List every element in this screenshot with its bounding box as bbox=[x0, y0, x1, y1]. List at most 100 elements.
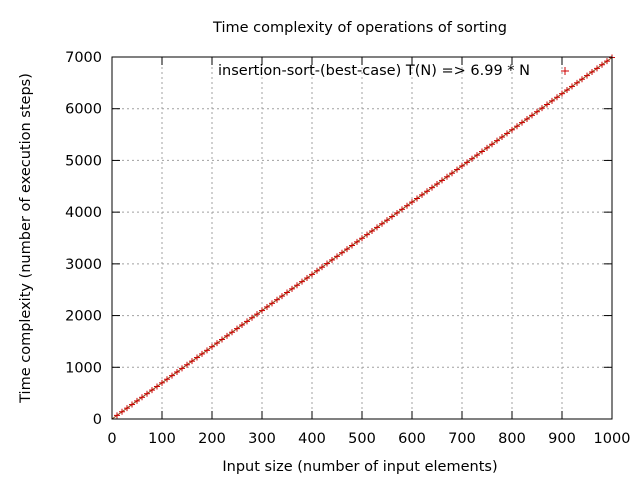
data-point bbox=[279, 293, 285, 300]
legend-label: insertion-sort-(best-case) T(N) => 6.99 … bbox=[218, 63, 530, 79]
data-layer bbox=[111, 54, 615, 420]
data-point bbox=[254, 311, 260, 318]
data-point bbox=[454, 166, 460, 173]
data-point bbox=[574, 79, 580, 86]
legend-marker bbox=[561, 67, 569, 75]
data-point bbox=[524, 115, 530, 122]
data-point bbox=[244, 318, 250, 325]
data-point bbox=[489, 141, 495, 148]
data-point bbox=[434, 181, 440, 188]
x-tick-label: 400 bbox=[298, 431, 326, 447]
data-point bbox=[564, 87, 570, 94]
y-tick-label: 2000 bbox=[65, 309, 102, 325]
x-tick-label: 800 bbox=[498, 431, 526, 447]
data-point bbox=[139, 394, 145, 401]
x-tick-label: 200 bbox=[198, 431, 226, 447]
y-tick-label: 4000 bbox=[65, 205, 102, 221]
data-point bbox=[154, 383, 160, 390]
data-point bbox=[594, 65, 600, 72]
data-point bbox=[199, 350, 205, 357]
data-point bbox=[134, 397, 140, 404]
data-point bbox=[219, 336, 225, 343]
data-point bbox=[514, 123, 520, 130]
data-point bbox=[479, 148, 485, 155]
x-tick-label: 500 bbox=[348, 431, 376, 447]
data-point bbox=[584, 72, 590, 79]
x-tick-label: 300 bbox=[248, 431, 276, 447]
data-point bbox=[364, 231, 370, 238]
data-point bbox=[404, 202, 410, 209]
data-point bbox=[129, 401, 135, 408]
data-point bbox=[239, 322, 245, 329]
y-tick-label: 5000 bbox=[65, 153, 102, 169]
y-tick-label: 3000 bbox=[65, 257, 102, 273]
x-tick-label: 0 bbox=[107, 431, 116, 447]
data-point bbox=[439, 177, 445, 184]
data-point bbox=[259, 307, 265, 314]
data-point bbox=[284, 289, 290, 296]
data-point bbox=[499, 134, 505, 141]
data-point bbox=[169, 372, 175, 379]
data-point bbox=[349, 242, 355, 249]
y-tick-label: 0 bbox=[93, 412, 102, 428]
data-point bbox=[314, 267, 320, 274]
data-point bbox=[504, 130, 510, 137]
data-point bbox=[234, 325, 240, 332]
data-point bbox=[519, 119, 525, 126]
data-point bbox=[269, 300, 275, 307]
data-point bbox=[529, 112, 535, 119]
data-point bbox=[339, 249, 345, 256]
data-point bbox=[589, 68, 595, 75]
data-point bbox=[149, 387, 155, 394]
data-point bbox=[174, 369, 180, 376]
data-point bbox=[399, 206, 405, 213]
data-point bbox=[189, 358, 195, 365]
data-point bbox=[579, 76, 585, 83]
data-point bbox=[289, 285, 295, 292]
data-point bbox=[549, 97, 555, 104]
data-point bbox=[599, 61, 605, 68]
ticks: 0 100 200 300 400 500 600 700 800 900 1000 0 1000 200… bbox=[65, 50, 630, 447]
data-point bbox=[429, 184, 435, 191]
data-point bbox=[319, 264, 325, 271]
data-point bbox=[324, 260, 330, 267]
data-point bbox=[299, 278, 305, 285]
data-point bbox=[204, 347, 210, 354]
data-point bbox=[569, 83, 575, 90]
data-point bbox=[184, 361, 190, 368]
data-point bbox=[344, 246, 350, 253]
data-point bbox=[534, 108, 540, 115]
data-point bbox=[544, 101, 550, 108]
data-point bbox=[389, 213, 395, 220]
y-tick-label: 7000 bbox=[65, 50, 102, 66]
data-point bbox=[384, 217, 390, 224]
data-point bbox=[274, 296, 280, 303]
data-point bbox=[294, 282, 300, 289]
data-point bbox=[264, 303, 270, 310]
y-axis-label: Time complexity (number of execution ste… bbox=[18, 73, 34, 404]
data-point bbox=[114, 412, 120, 419]
data-point bbox=[484, 144, 490, 151]
data-point bbox=[144, 390, 150, 397]
x-tick-label: 1000 bbox=[594, 431, 631, 447]
data-point bbox=[164, 376, 170, 383]
data-point bbox=[304, 275, 310, 282]
data-point bbox=[329, 256, 335, 263]
data-point bbox=[209, 343, 215, 350]
data-point bbox=[509, 126, 515, 133]
data-point bbox=[409, 199, 415, 206]
data-point bbox=[379, 220, 385, 227]
data-point bbox=[494, 137, 500, 144]
data-point bbox=[464, 159, 470, 166]
y-tick-label: 1000 bbox=[65, 360, 102, 376]
data-point bbox=[419, 191, 425, 198]
x-tick-label: 100 bbox=[148, 431, 176, 447]
data-point bbox=[224, 332, 230, 339]
x-tick-label: 600 bbox=[398, 431, 426, 447]
legend: insertion-sort-(best-case) T(N) => 6.99 … bbox=[218, 63, 569, 79]
data-point bbox=[394, 209, 400, 216]
data-point bbox=[214, 340, 220, 347]
data-point bbox=[604, 58, 610, 65]
